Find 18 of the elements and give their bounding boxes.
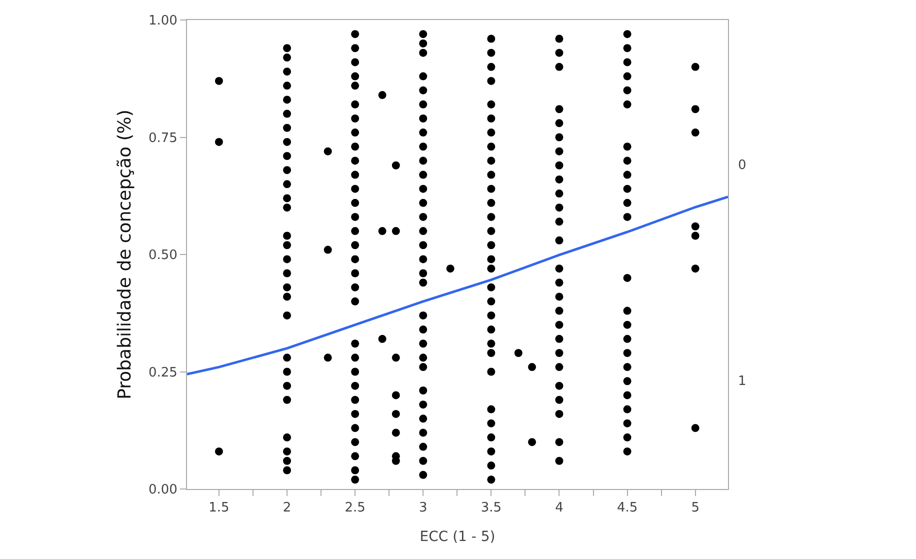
line-series — [187, 196, 728, 376]
x-tick-label: 4.5 — [616, 500, 638, 516]
y-tick-label: 0.25 — [148, 365, 178, 380]
x-tick-label: 2.5 — [344, 500, 366, 516]
y-tick-label: 0.75 — [148, 130, 178, 146]
x-tick-label: 2 — [282, 500, 292, 516]
text: 0 — [738, 158, 746, 173]
text: 1 — [738, 374, 746, 389]
y-tick-label: 0.50 — [148, 248, 178, 264]
y-tick-label: 1.00 — [148, 14, 178, 29]
x-axis-title: ECC (1 - 5) — [420, 529, 496, 545]
y-tick-label: 0.00 — [148, 482, 178, 498]
x-tick-label: 1.5 — [208, 500, 230, 516]
x-tick-label: 3.5 — [480, 500, 502, 516]
x-tick-label: 5 — [691, 500, 700, 516]
x-tick-label: 4 — [555, 500, 564, 516]
x-tick-label: 3 — [418, 500, 428, 516]
y-axis-title: Probabilidade de concepção (%) — [114, 110, 136, 400]
